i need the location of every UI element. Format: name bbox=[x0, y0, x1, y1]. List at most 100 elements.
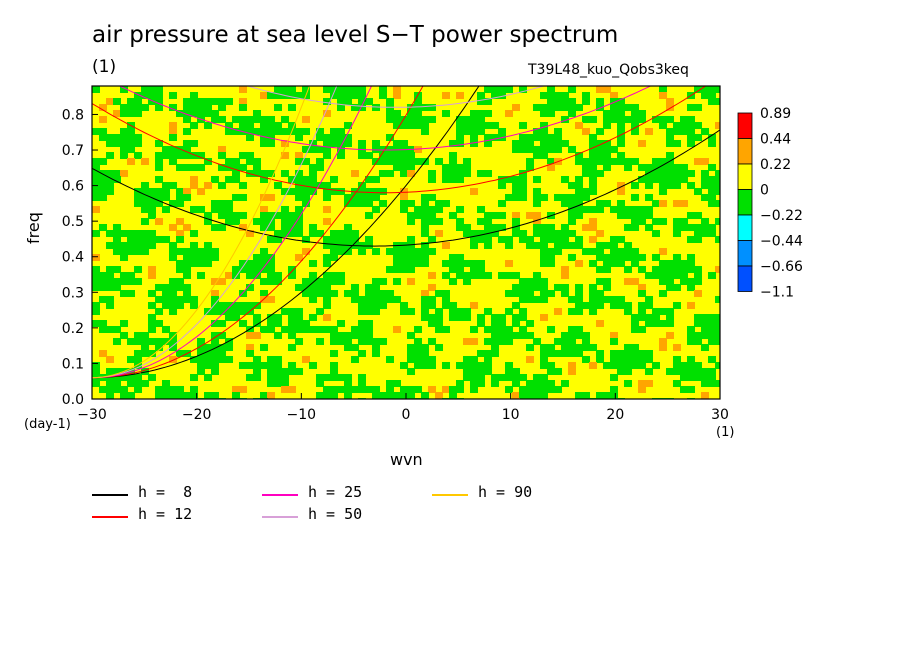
heatmap-cell bbox=[568, 194, 576, 201]
heatmap-cell bbox=[155, 188, 163, 195]
heatmap-cell bbox=[134, 386, 142, 393]
heatmap-cell bbox=[442, 110, 450, 117]
heatmap-cell bbox=[701, 344, 709, 351]
heatmap-cell bbox=[358, 200, 366, 207]
heatmap-cell bbox=[400, 386, 408, 393]
heatmap-cell bbox=[638, 218, 646, 225]
heatmap-cell bbox=[659, 170, 667, 177]
heatmap-cell bbox=[666, 98, 674, 105]
heatmap-cell bbox=[694, 290, 702, 297]
heatmap-cell bbox=[351, 332, 359, 339]
dispersion-curve-2 bbox=[92, 86, 707, 194]
heatmap-cell bbox=[197, 254, 205, 261]
heatmap-cell bbox=[631, 158, 639, 165]
heatmap-cell bbox=[386, 170, 394, 177]
heatmap-cell bbox=[141, 200, 149, 207]
heatmap-cell bbox=[624, 158, 632, 165]
heatmap-cell bbox=[204, 254, 212, 261]
heatmap-cell bbox=[344, 224, 352, 231]
heatmap-cell bbox=[589, 284, 597, 291]
heatmap-cell bbox=[372, 296, 380, 303]
x-axis-unit: (1) bbox=[716, 425, 735, 440]
heatmap-cell bbox=[239, 224, 247, 231]
heatmap-cell bbox=[610, 302, 618, 309]
heatmap-cell bbox=[582, 116, 590, 123]
heatmap-cell bbox=[547, 134, 555, 141]
heatmap-cell bbox=[568, 86, 576, 93]
heatmap-cell bbox=[561, 116, 569, 123]
heatmap-cell bbox=[491, 380, 499, 387]
chart-subtitle-unit: (1) bbox=[92, 57, 117, 77]
heatmap-cell bbox=[617, 152, 625, 159]
heatmap-cell bbox=[575, 200, 583, 207]
heatmap-cell bbox=[715, 332, 720, 339]
heatmap-cell bbox=[449, 140, 457, 147]
heatmap-cell bbox=[442, 302, 450, 309]
heatmap-cell bbox=[323, 290, 331, 297]
heatmap-cell bbox=[456, 128, 464, 135]
heatmap-cell bbox=[540, 362, 548, 369]
heatmap-cell bbox=[666, 368, 674, 375]
kelvin-curve-2 bbox=[92, 86, 424, 379]
heatmap-cell bbox=[505, 260, 513, 267]
heatmap-cell bbox=[631, 278, 639, 285]
heatmap-cell bbox=[162, 236, 170, 243]
heatmap-cell bbox=[561, 284, 569, 291]
heatmap-cell bbox=[267, 368, 275, 375]
heatmap-cell bbox=[323, 140, 331, 147]
heatmap-cell bbox=[582, 206, 590, 213]
heatmap-cell bbox=[351, 236, 359, 243]
heatmap-cell bbox=[477, 380, 485, 387]
x-axis: −30 −20 −10 0 10 20 30 bbox=[77, 393, 729, 423]
heatmap-cell bbox=[288, 326, 296, 333]
heatmap-cell bbox=[400, 158, 408, 165]
heatmap-cell bbox=[708, 224, 716, 231]
heatmap-cell bbox=[610, 98, 618, 105]
heatmap-cell bbox=[589, 140, 597, 147]
heatmap-cell bbox=[456, 176, 464, 183]
heatmap-cell bbox=[659, 278, 667, 285]
heatmap-cell bbox=[92, 362, 100, 369]
heatmap-cell bbox=[92, 254, 100, 261]
heatmap-cell bbox=[638, 356, 646, 363]
heatmap-cell bbox=[477, 266, 485, 273]
heatmap-cell bbox=[694, 362, 702, 369]
heatmap-cell bbox=[260, 170, 268, 177]
heatmap-cell bbox=[463, 374, 471, 381]
heatmap-cell bbox=[589, 188, 597, 195]
heatmap-cell bbox=[365, 308, 373, 315]
heatmap-cell bbox=[547, 164, 555, 171]
heatmap-cell bbox=[687, 356, 695, 363]
heatmap-cell bbox=[162, 326, 170, 333]
heatmap-cell bbox=[582, 128, 590, 135]
heatmap-cell bbox=[442, 290, 450, 297]
heatmap-cell bbox=[176, 194, 184, 201]
heatmap-cell bbox=[288, 212, 296, 219]
heatmap-cell bbox=[533, 242, 541, 249]
heatmap-cell bbox=[106, 386, 114, 393]
heatmap-cell bbox=[428, 176, 436, 183]
heatmap-cell bbox=[666, 152, 674, 159]
heatmap-cell bbox=[589, 176, 597, 183]
heatmap-cell bbox=[232, 302, 240, 309]
heatmap-cell bbox=[421, 392, 429, 399]
dispersion-curve-5 bbox=[92, 0, 720, 68]
heatmap-cell bbox=[694, 272, 702, 279]
heatmap-cell bbox=[267, 236, 275, 243]
heatmap-cell bbox=[645, 320, 653, 327]
heatmap-cell bbox=[512, 218, 520, 225]
heatmap-cell bbox=[260, 194, 268, 201]
heatmap-cell bbox=[624, 368, 632, 375]
heatmap-cell bbox=[127, 338, 135, 345]
heatmap-cell bbox=[288, 176, 296, 183]
heatmap-cell bbox=[372, 158, 380, 165]
heatmap-cell bbox=[519, 314, 527, 321]
heatmap-cell bbox=[428, 362, 436, 369]
heatmap-cell bbox=[645, 296, 653, 303]
heatmap-cell bbox=[337, 86, 345, 93]
heatmap-cell bbox=[484, 326, 492, 333]
heatmap-cell bbox=[309, 314, 317, 321]
heatmap-cell bbox=[99, 284, 107, 291]
heatmap-cell bbox=[288, 272, 296, 279]
heatmap-cell bbox=[204, 356, 212, 363]
